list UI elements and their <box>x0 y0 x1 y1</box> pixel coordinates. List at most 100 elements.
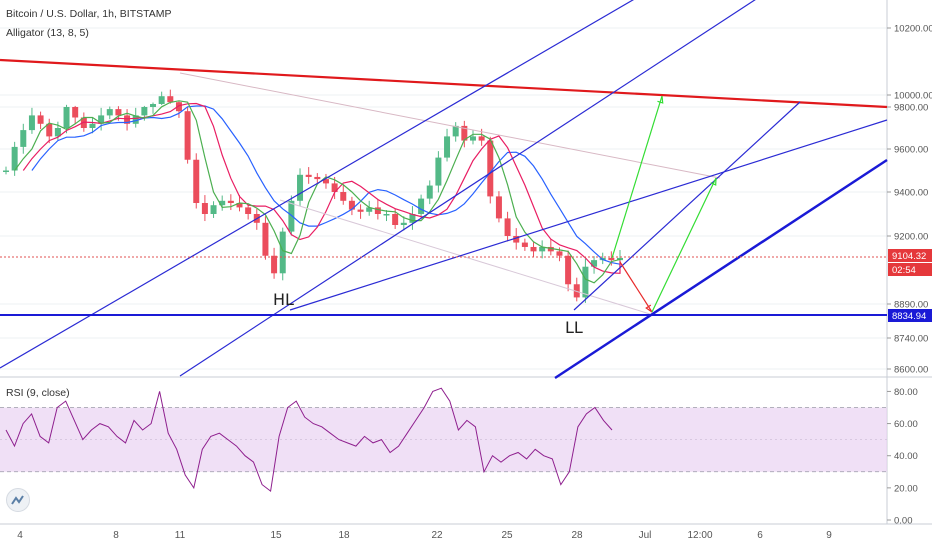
candle-body <box>469 136 476 141</box>
candle-body <box>150 104 157 107</box>
tradingview-logo-icon[interactable] <box>6 488 30 512</box>
candle-body <box>348 200 355 210</box>
candle-body <box>236 203 243 208</box>
rsi-overbought-oversold-band <box>0 407 887 472</box>
candle-body <box>565 255 572 285</box>
candle-body <box>305 174 312 177</box>
candle-body <box>227 200 234 203</box>
candle-body <box>219 200 226 206</box>
price-tick-label: 8600.00 <box>894 365 928 376</box>
candle-body <box>37 115 44 124</box>
candle-body <box>357 209 364 212</box>
candle-body <box>530 246 537 252</box>
candle-body <box>46 123 53 137</box>
candle-body <box>556 251 563 256</box>
projection-arrow-up-2-head[interactable] <box>710 177 717 186</box>
candle-countdown-badge: 02:54 <box>892 265 916 276</box>
price-tick-label: 10000.00 <box>894 91 932 102</box>
candle-body <box>591 260 598 267</box>
grid-lines <box>0 0 932 525</box>
candle-body <box>271 255 278 274</box>
rsi-series-line <box>5 387 613 493</box>
alligator-indicator-label: Alligator (13, 8, 5) <box>6 27 89 39</box>
rsi-tick-label: 40.00 <box>894 451 918 462</box>
channel-line-middle[interactable] <box>179 0 770 377</box>
time-tick-label: 6 <box>757 530 763 541</box>
time-tick-label: 9 <box>826 530 832 541</box>
price-candles <box>3 89 623 303</box>
candle-body <box>314 176 321 180</box>
price-tick-label: 9400.00 <box>894 188 928 199</box>
support-price-badge: 8834.94 <box>892 311 926 322</box>
rsi-tick-label: 0.00 <box>894 516 913 527</box>
annotation-ll: LL <box>565 318 583 337</box>
candle-body <box>383 214 390 216</box>
alligator-teeth-line <box>22 102 621 274</box>
projection-arrow-down[interactable] <box>619 261 653 313</box>
candle-body <box>175 102 182 112</box>
projection-arrow-up-2[interactable] <box>651 177 717 313</box>
candle-body <box>28 115 35 131</box>
support-price-badge-bg <box>888 309 932 322</box>
time-tick-label: 18 <box>338 530 350 541</box>
candle-body <box>141 107 148 116</box>
time-tick-label: 11 <box>175 530 186 541</box>
candle-body <box>89 123 96 128</box>
candle-body <box>279 231 286 274</box>
candle-body <box>115 109 122 116</box>
channel-line-right[interactable] <box>573 101 801 311</box>
rising-support-line[interactable] <box>554 158 888 380</box>
candle-body <box>461 125 468 141</box>
candle-body <box>582 266 589 298</box>
rsi-tick-label: 60.00 <box>894 419 918 430</box>
drawing-lines[interactable] <box>0 0 888 380</box>
candle-body <box>331 183 338 192</box>
candle-body <box>98 115 105 124</box>
candle-body <box>322 179 329 184</box>
channel-line-outer[interactable] <box>0 0 650 369</box>
candle-body <box>20 130 27 147</box>
candle-body <box>167 96 174 103</box>
candle-body <box>193 159 200 203</box>
annotations: HL LL <box>273 290 583 337</box>
price-tick-label: 9800.00 <box>894 103 928 114</box>
projection-arrow-up-1[interactable] <box>611 95 663 259</box>
axes: 10200.0010000.009800.009600.009400.00920… <box>17 24 932 542</box>
channel-line-upper-fit[interactable] <box>289 119 888 311</box>
candle-body <box>487 140 494 197</box>
candle-body <box>184 111 191 160</box>
candle-body <box>366 207 373 212</box>
candle-body <box>547 246 554 252</box>
candle-body <box>210 205 217 214</box>
candle-body <box>106 109 113 116</box>
projection-arrow-up-1-head[interactable] <box>657 95 664 104</box>
time-tick-label: 15 <box>270 530 282 541</box>
candle-body <box>392 214 399 225</box>
parallel-faint-line[interactable] <box>179 72 721 179</box>
time-tick-label: 4 <box>17 530 23 541</box>
descending-trendline[interactable] <box>0 58 888 109</box>
candle-body <box>504 218 511 236</box>
rsi-tick-label: 80.00 <box>894 387 918 398</box>
candle-body <box>452 125 459 137</box>
candle-body <box>11 146 18 171</box>
candle-body <box>201 203 208 214</box>
candle-body <box>63 107 70 128</box>
candle-countdown-badge-bg <box>888 263 932 276</box>
current-price-badge: 9104.32 <box>892 251 926 262</box>
rsi-band <box>0 407 887 473</box>
time-tick-label: 28 <box>571 530 583 541</box>
candle-body <box>513 236 520 243</box>
candle-body <box>3 170 9 172</box>
alligator-jaw-line <box>31 105 621 268</box>
price-badges: 9104.32 02:54 8834.94 <box>888 249 932 322</box>
time-tick-label: 25 <box>501 530 513 541</box>
price-tick-label: 9600.00 <box>894 145 928 156</box>
projection-arrow-down-head[interactable] <box>645 304 653 313</box>
candle-body <box>573 284 580 298</box>
candle-body <box>400 222 407 225</box>
price-tick-label: 8740.00 <box>894 334 928 345</box>
candle-body <box>297 174 304 201</box>
candle-body <box>478 136 485 141</box>
